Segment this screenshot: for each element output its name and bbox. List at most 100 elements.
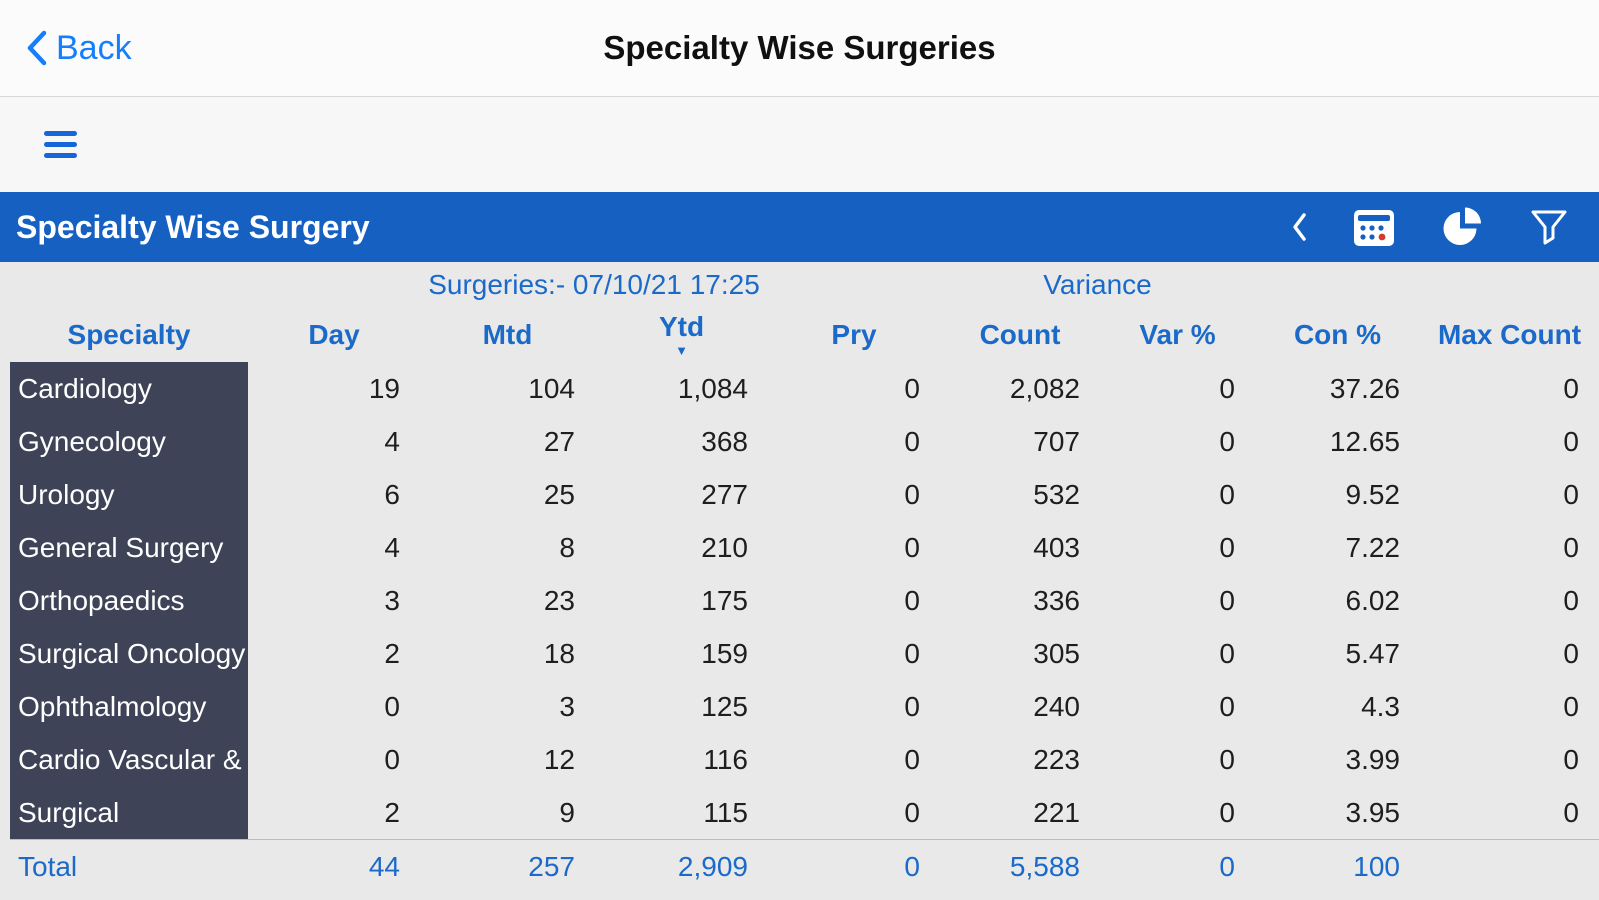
column-header-ytd[interactable]: Ytd ▼	[658, 311, 705, 358]
value-cell: 0	[1219, 478, 1235, 510]
value-cell: 403	[1033, 531, 1080, 563]
value-cell: 707	[1033, 425, 1080, 457]
total-value-cell: 0	[1219, 850, 1235, 882]
specialty-cell: Ophthalmology	[10, 680, 248, 733]
value-cell: 116	[703, 743, 748, 775]
report-toolbar	[1291, 206, 1569, 248]
value-cell: 240	[1033, 690, 1080, 722]
value-cell: 0	[904, 637, 920, 669]
value-cell: 3	[559, 690, 575, 722]
table-row[interactable]: Surgical 2 9 115 0 221 0 3.95 0	[10, 786, 1599, 839]
value-cell: 0	[904, 743, 920, 775]
sort-desc-icon: ▼	[675, 342, 688, 358]
value-cell: 0	[1563, 372, 1579, 404]
total-value-cell: 2,909	[677, 850, 748, 882]
filter-icon[interactable]	[1529, 208, 1569, 246]
value-cell: 0	[904, 372, 920, 404]
value-cell: 0	[1563, 478, 1579, 510]
calendar-icon[interactable]	[1353, 207, 1395, 247]
total-label: Total	[18, 850, 78, 882]
value-cell: 3.99	[1345, 743, 1401, 775]
value-cell: 7.22	[1345, 531, 1401, 563]
total-value-cell: 100	[1353, 850, 1400, 882]
value-cell: 18	[543, 637, 575, 669]
specialty-cell: Surgical Oncology	[10, 627, 248, 680]
table-row[interactable]: Cardiology 19 104 1,084 0 2,082 0 37.26 0	[10, 362, 1599, 415]
value-cell: 0	[384, 690, 400, 722]
value-cell: 0	[1219, 690, 1235, 722]
specialty-cell: Cardiology	[10, 362, 248, 415]
back-chevron-icon	[27, 30, 47, 66]
column-header-pry[interactable]: Pry	[831, 319, 877, 351]
table-row[interactable]: General Surgery 4 8 210 0 403 0 7.22 0	[10, 521, 1599, 574]
value-cell: 9.52	[1345, 478, 1401, 510]
value-cell: 0	[1219, 425, 1235, 457]
value-cell: 175	[701, 584, 748, 616]
value-cell: 0	[1219, 637, 1235, 669]
column-header-max-count[interactable]: Max Count	[1437, 319, 1582, 351]
menu-bar	[0, 97, 1599, 192]
collapse-chevron-icon[interactable]	[1291, 212, 1307, 242]
total-value-cell: 0	[904, 850, 920, 882]
column-header-specialty[interactable]: Specialty	[67, 319, 191, 351]
column-header-day[interactable]: Day	[308, 319, 360, 351]
value-cell: 12	[543, 743, 575, 775]
value-cell: 2,082	[1009, 372, 1080, 404]
group-spacer	[1255, 262, 1599, 308]
table-body: Cardiology 19 104 1,084 0 2,082 0 37.26 0 Gynecol…	[10, 362, 1599, 839]
column-header-count[interactable]: Count	[979, 319, 1061, 351]
pie-chart-icon[interactable]	[1441, 206, 1483, 248]
value-cell: 104	[528, 372, 575, 404]
back-label: Back	[56, 28, 132, 67]
value-cell: 3	[384, 584, 400, 616]
table-row[interactable]: Urology 6 25 277 0 532 0 9.52 0	[10, 468, 1599, 521]
table-row[interactable]: Cardio Vascular & 0 12 116 0 223 0 3.99 0	[10, 733, 1599, 786]
top-nav-bar: Back Specialty Wise Surgeries	[0, 0, 1599, 97]
value-cell: 532	[1033, 478, 1080, 510]
specialty-cell: General Surgery	[10, 521, 248, 574]
value-cell: 277	[701, 478, 748, 510]
specialty-cell: Gynecology	[10, 415, 248, 468]
group-spacer	[10, 262, 248, 308]
table-group-header-row: Surgeries:- 07/10/21 17:25 Variance	[10, 262, 1599, 308]
value-cell: 6.02	[1345, 584, 1401, 616]
table-total-row: Total 44 257 2,909 0 5,588 0 100	[10, 839, 1599, 893]
value-cell: 0	[904, 425, 920, 457]
value-cell: 223	[1033, 743, 1080, 775]
value-cell: 4	[384, 531, 400, 563]
column-header-con[interactable]: Con %	[1293, 319, 1382, 351]
value-cell: 0	[904, 531, 920, 563]
value-cell: 0	[904, 796, 920, 828]
value-cell: 0	[1563, 743, 1579, 775]
value-cell: 0	[1219, 584, 1235, 616]
value-cell: 115	[703, 796, 748, 828]
value-cell: 0	[1563, 637, 1579, 669]
table-row[interactable]: Gynecology 4 27 368 0 707 0 12.65 0	[10, 415, 1599, 468]
table-row[interactable]: Orthopaedics 3 23 175 0 336 0 6.02 0	[10, 574, 1599, 627]
value-cell: 0	[1219, 372, 1235, 404]
value-cell: 0	[1563, 690, 1579, 722]
value-cell: 0	[1219, 743, 1235, 775]
specialty-cell: Orthopaedics	[10, 574, 248, 627]
value-cell: 12.65	[1329, 425, 1400, 457]
total-value-cell: 44	[368, 850, 400, 882]
value-cell: 0	[1219, 531, 1235, 563]
value-cell: 27	[543, 425, 575, 457]
report-title: Specialty Wise Surgery	[16, 208, 370, 245]
value-cell: 2	[384, 796, 400, 828]
value-cell: 159	[701, 637, 748, 669]
column-header-mtd[interactable]: Mtd	[482, 319, 533, 351]
value-cell: 0	[904, 478, 920, 510]
table-row[interactable]: Ophthalmology 0 3 125 0 240 0 4.3 0	[10, 680, 1599, 733]
table-row[interactable]: Surgical Oncology 2 18 159 0 305 0 5.47 0	[10, 627, 1599, 680]
value-cell: 1,084	[677, 372, 748, 404]
group-header-surgeries: Surgeries:- 07/10/21 17:25	[428, 269, 760, 300]
value-cell: 336	[1033, 584, 1080, 616]
column-header-var[interactable]: Var %	[1139, 319, 1216, 351]
total-value-cell	[1420, 840, 1599, 893]
value-cell: 0	[384, 743, 400, 775]
value-cell: 0	[1563, 584, 1579, 616]
value-cell: 2	[384, 637, 400, 669]
hamburger-menu-icon[interactable]	[44, 131, 77, 158]
back-button[interactable]: Back	[26, 29, 132, 68]
